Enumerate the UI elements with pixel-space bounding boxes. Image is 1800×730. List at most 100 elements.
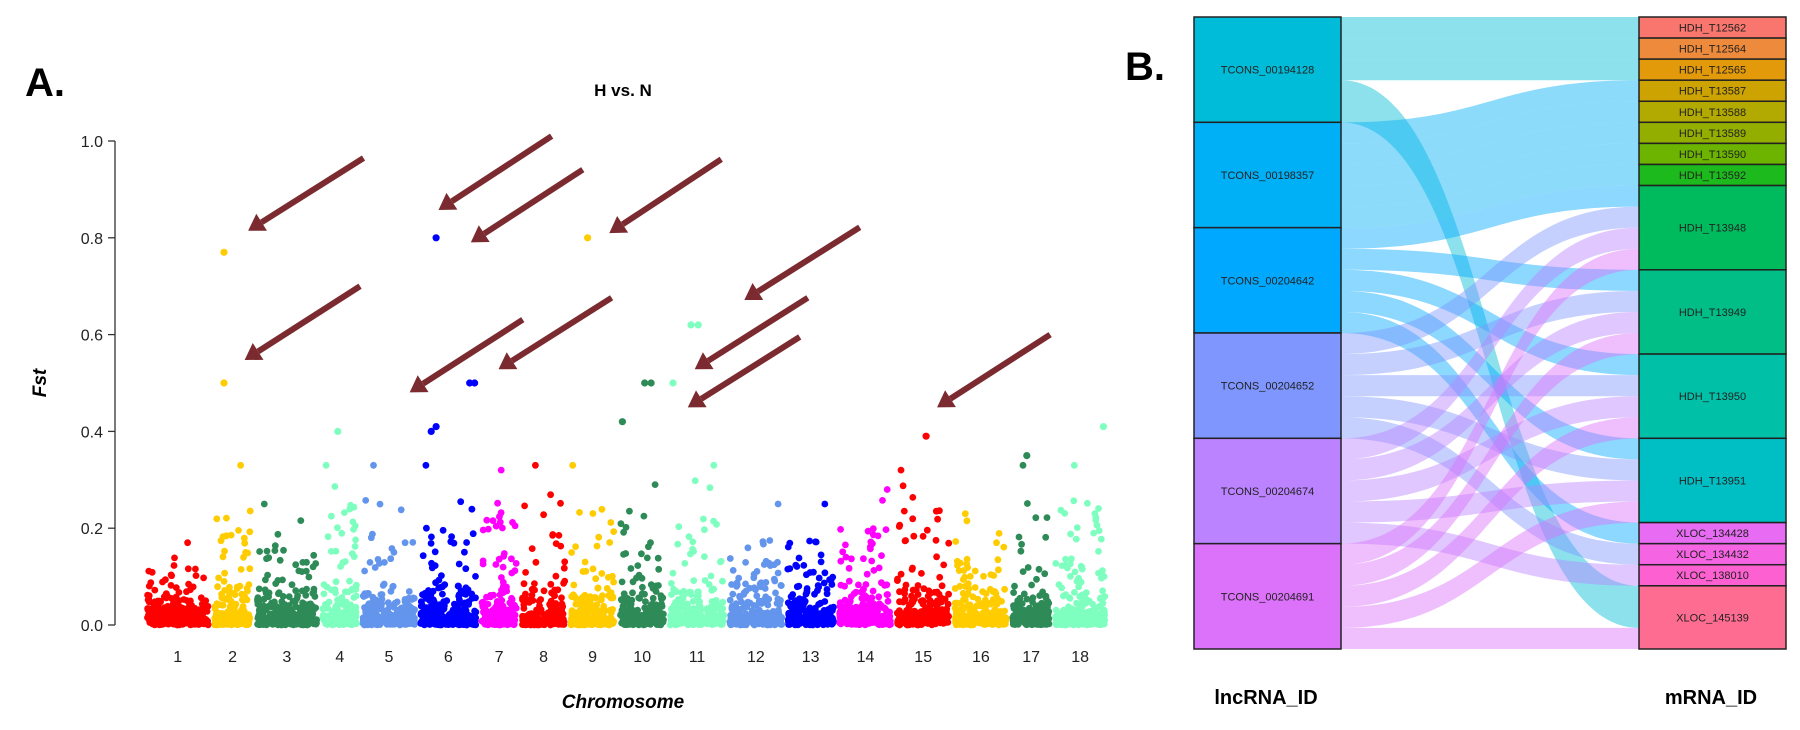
snp-point (1082, 595, 1090, 603)
right-node: HDH_T12564 (1638, 37, 1787, 60)
snp-point (1041, 618, 1048, 626)
snp-point (258, 620, 266, 627)
snp-point (875, 564, 883, 572)
snp-point (422, 461, 430, 469)
snp-point (923, 526, 931, 534)
snp-point (171, 618, 179, 626)
snp-point (971, 584, 979, 591)
snp-point (508, 555, 515, 563)
snp-point (440, 598, 448, 606)
snp-point (897, 466, 905, 474)
snp-point (793, 617, 800, 625)
snp-point (895, 620, 903, 628)
x-tick-label: 8 (539, 649, 548, 666)
snp-point (350, 607, 357, 614)
snp-point (634, 562, 642, 569)
snp-point (1071, 607, 1079, 615)
snp-point (310, 551, 318, 559)
snp-point (591, 615, 599, 622)
snp-point (901, 590, 908, 597)
annotation-arrow (498, 295, 614, 370)
snp-point (520, 580, 528, 588)
snp-point (622, 615, 630, 623)
snp-point (325, 619, 332, 626)
snp-point (184, 565, 192, 573)
x-tick-label: 4 (335, 649, 344, 666)
snp-point (713, 617, 721, 625)
snp-point (373, 604, 381, 612)
snp-point (734, 608, 742, 616)
snp-point (341, 509, 348, 516)
x-tick-label: 1 (173, 649, 182, 666)
snp-point (877, 602, 885, 610)
snp-point (938, 594, 945, 602)
snp-point (159, 609, 167, 617)
x-tick-label: 6 (444, 649, 453, 666)
snp-point (857, 620, 865, 627)
snp-point (973, 602, 981, 610)
snp-point (305, 573, 313, 581)
snp-point (837, 581, 845, 589)
snp-point (276, 556, 284, 564)
snp-point (574, 615, 582, 623)
snp-point (431, 548, 439, 556)
snp-point (1090, 529, 1098, 537)
snp-point (438, 572, 445, 579)
snp-point (295, 610, 302, 618)
snp-point (691, 477, 699, 485)
snp-point (1000, 614, 1008, 622)
x-tick-label: 11 (689, 649, 706, 666)
snp-point (302, 567, 310, 575)
snp-point (713, 520, 720, 528)
snp-point (603, 585, 611, 592)
right-node-label: HDH_T12564 (1679, 44, 1746, 56)
snp-point (439, 583, 446, 591)
snp-point (710, 461, 718, 469)
snp-point (185, 580, 193, 588)
snp-point (352, 536, 359, 544)
snp-point (681, 560, 689, 567)
snp-point (310, 620, 318, 628)
snp-point (617, 520, 625, 528)
snp-point (147, 579, 155, 587)
snp-point (628, 608, 636, 615)
snp-point (367, 534, 375, 542)
snp-point (742, 587, 750, 595)
snp-point (213, 601, 221, 609)
x-tick-label: 3 (282, 649, 291, 666)
snp-point (648, 600, 656, 608)
snp-point (528, 591, 536, 599)
snp-point (627, 565, 635, 572)
snp-point (762, 557, 770, 565)
snp-point (994, 556, 1002, 564)
snp-point (827, 604, 835, 612)
snp-point (1058, 562, 1066, 569)
snp-point (237, 461, 245, 469)
snp-point (992, 590, 1000, 597)
snp-point (1010, 604, 1018, 612)
snp-point (759, 614, 767, 621)
snp-point (243, 612, 251, 620)
snp-point (785, 617, 792, 625)
snp-point (334, 524, 341, 532)
snp-point (292, 561, 300, 569)
snp-point (918, 570, 925, 577)
snp-point (167, 612, 175, 620)
snp-point (228, 601, 236, 609)
snp-point (197, 594, 205, 602)
snp-point (1088, 616, 1096, 624)
snp-point (953, 599, 961, 607)
snp-point (559, 615, 567, 623)
snp-point (191, 619, 198, 627)
snp-point (989, 596, 997, 603)
right-node: HDH_T12565 (1638, 58, 1787, 81)
snp-point (598, 612, 606, 620)
snp-point (777, 582, 785, 589)
snp-point (899, 482, 907, 490)
snp-point (548, 619, 556, 627)
snp-point (471, 607, 478, 615)
snp-point (1098, 574, 1105, 582)
snp-point (498, 621, 505, 628)
snp-point (850, 590, 858, 597)
snp-point (1035, 565, 1043, 573)
